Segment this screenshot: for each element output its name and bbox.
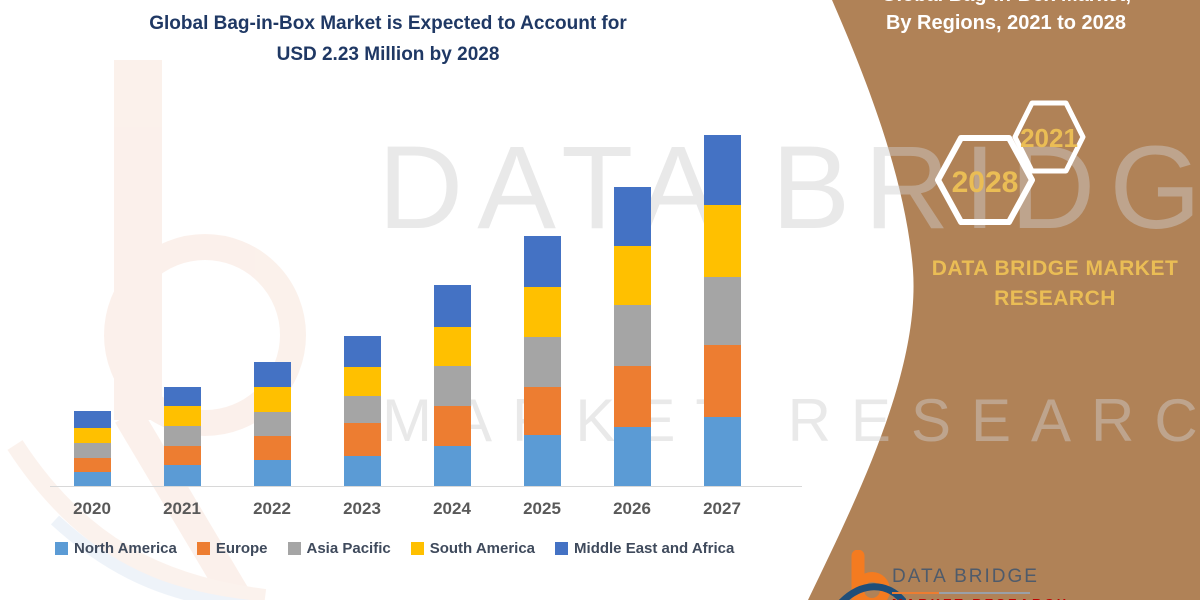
bar-segment-north-america — [253, 460, 291, 487]
bar-segment-asia-pacific — [343, 396, 381, 423]
bar-segment-north-america — [703, 417, 741, 487]
bar-segment-asia-pacific — [73, 443, 111, 458]
bar-segment-north-america — [73, 472, 111, 487]
brand-line1: DATA BRIDGE MARKET — [931, 257, 1179, 280]
footer-logo: DATA BRIDGE MARKET RESEARCH — [836, 550, 1196, 600]
x-axis-labels: 2020 2021 2022 2023 2024 2025 2026 2027 — [47, 499, 767, 519]
bar-segment-north-america — [433, 446, 471, 487]
legend-label: Europe — [215, 540, 268, 557]
chart-title: Global Bag-in-Box Market is Expected to … — [28, 8, 748, 70]
chart-title-line2: USD 2.23 Million by 2028 — [276, 44, 500, 65]
bar-segment-europe — [523, 387, 561, 435]
bar-segment-middle-east-and-africa — [523, 236, 561, 287]
bar-column-2022 — [227, 362, 317, 487]
legend-label: South America — [429, 540, 536, 557]
legend-swatch-icon — [555, 542, 569, 555]
bar-segment-middle-east-and-africa — [433, 285, 471, 327]
x-axis-label-2025: 2025 — [523, 499, 561, 518]
data-bridge-b-logo-icon — [839, 550, 906, 600]
bar-segment-south-america — [433, 327, 471, 366]
legend-item-asia-pacific: Asia Pacific — [287, 540, 391, 557]
chart-legend: North America Europe Asia Pacific South Ame… — [55, 540, 734, 557]
hexagon-2028-icon — [935, 135, 1035, 225]
bar-segment-north-america — [343, 456, 381, 487]
x-axis-label-2022: 2022 — [253, 499, 291, 518]
x-axis-label-2023: 2023 — [343, 499, 381, 518]
bar-segment-middle-east-and-africa — [253, 362, 291, 387]
x-axis-label-2020: 2020 — [73, 499, 111, 518]
legend-label: Middle East and Africa — [574, 540, 735, 557]
bar-column-2026 — [587, 187, 677, 487]
bar-column-2025 — [497, 236, 587, 487]
bar-segment-middle-east-and-africa — [703, 135, 741, 205]
legend-item-middle-east-and-africa: Middle East and Africa — [555, 540, 734, 557]
watermark-text-line1: DATA BRIDGE — [378, 122, 1200, 254]
bar-segment-south-america — [253, 387, 291, 412]
legend-label: Asia Pacific — [306, 540, 391, 557]
x-axis-line — [50, 486, 802, 487]
hexagon-badges: 2021 2028 — [935, 100, 1086, 225]
legend-item-europe: Europe — [196, 540, 268, 557]
legend-item-north-america: North America — [55, 540, 177, 557]
bar-segment-asia-pacific — [703, 277, 741, 345]
bar-segment-europe — [613, 366, 651, 427]
bar-segment-asia-pacific — [433, 366, 471, 406]
chart-title-line1: Global Bag-in-Box Market is Expected to … — [149, 13, 627, 34]
bar-segment-middle-east-and-africa — [613, 187, 651, 246]
bar-segment-south-america — [163, 406, 201, 426]
bar-segment-middle-east-and-africa — [163, 387, 201, 406]
bar-segment-europe — [253, 436, 291, 460]
bar-segment-asia-pacific — [523, 337, 561, 387]
bar-segment-europe — [433, 406, 471, 446]
bar-segment-middle-east-and-africa — [343, 336, 381, 367]
bar-segment-south-america — [523, 287, 561, 337]
legend-swatch-icon — [196, 542, 210, 555]
bar-segment-south-america — [703, 205, 741, 277]
watermark-text-line2: MARKET RESEARCH — [382, 387, 1200, 454]
bar-column-2024 — [407, 285, 497, 487]
bar-segment-asia-pacific — [253, 412, 291, 436]
bar-segment-europe — [703, 345, 741, 417]
legend-label: North America — [74, 540, 177, 557]
legend-swatch-icon — [410, 542, 424, 555]
x-axis-label-2026: 2026 — [613, 499, 651, 518]
pale-b-logo-watermark-icon — [7, 60, 306, 600]
x-axis-label-2027: 2027 — [703, 499, 741, 518]
legend-item-south-america: South America — [410, 540, 536, 557]
bar-column-2021 — [137, 387, 227, 487]
bar-segment-north-america — [523, 435, 561, 487]
bar-segment-middle-east-and-africa — [73, 411, 111, 428]
bar-segment-europe — [163, 446, 201, 465]
right-panel-brand-text: DATA BRIDGE MARKET RESEARCH — [920, 254, 1190, 314]
bar-segment-south-america — [343, 367, 381, 396]
bar-segment-asia-pacific — [163, 426, 201, 446]
bar-series-area — [47, 135, 767, 487]
bar-segment-south-america — [613, 246, 651, 305]
footer-brand-text: DATA BRIDGE — [892, 566, 1039, 587]
bar-segment-asia-pacific — [613, 305, 651, 366]
brand-line2: RESEARCH — [994, 287, 1116, 310]
bar-segment-europe — [343, 423, 381, 456]
footer-brand-subtext: MARKET RESEARCH — [892, 596, 1069, 600]
footer-brand-underline — [892, 592, 1030, 594]
bar-segment-south-america — [73, 428, 111, 443]
legend-swatch-icon — [287, 542, 301, 555]
x-axis-label-2021: 2021 — [163, 499, 201, 518]
right-panel-clipped-heading: Global Bag-in-Box Market, — [838, 0, 1174, 7]
right-panel-subtitle: By Regions, 2021 to 2028 — [885, 12, 1127, 34]
bar-segment-north-america — [613, 427, 651, 487]
stacked-bar-chart: 2020 2021 2022 2023 2024 2025 2026 2027 North A… — [47, 135, 802, 557]
bar-column-2027 — [677, 135, 767, 487]
x-axis-label-2024: 2024 — [433, 499, 471, 518]
legend-swatch-icon — [55, 542, 68, 555]
hexagon-2028-label: 2028 — [952, 166, 1019, 199]
hexagon-2021-label: 2021 — [1020, 123, 1078, 153]
bar-segment-europe — [73, 458, 111, 472]
bar-segment-north-america — [163, 465, 201, 487]
hexagon-2021-icon — [1012, 100, 1086, 174]
bar-column-2020 — [47, 411, 137, 487]
bar-column-2023 — [317, 336, 407, 487]
